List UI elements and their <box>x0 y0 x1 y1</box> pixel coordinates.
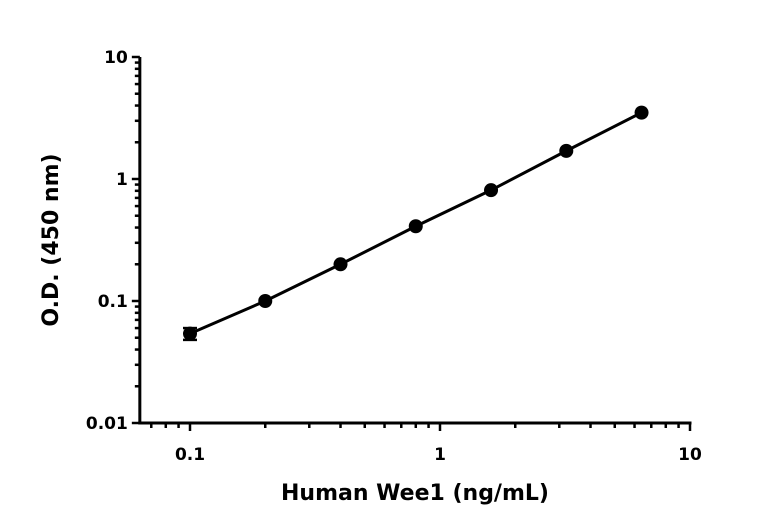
data-point <box>634 105 649 120</box>
x-tick-label: 1 <box>434 445 446 465</box>
x-tick-label: 10 <box>678 445 702 465</box>
data-point <box>333 257 348 272</box>
y-tick-label: 0.01 <box>86 414 128 434</box>
y-tick-label: 0.1 <box>98 292 128 312</box>
axes <box>131 55 692 431</box>
tick-labels: 0.01 0.1 1 10 0.1 1 10 <box>86 48 702 465</box>
data-marks <box>183 105 649 342</box>
data-point <box>484 183 499 198</box>
y-tick-label: 1 <box>116 170 128 190</box>
data-point <box>183 326 197 341</box>
data-point <box>559 143 574 158</box>
y-axis-label: O.D. (450 nm) <box>39 153 64 326</box>
data-point <box>408 219 423 234</box>
y-tick-label: 10 <box>104 48 128 68</box>
x-tick-label: 0.1 <box>175 445 205 465</box>
data-point <box>258 294 273 308</box>
x-axis-label: Human Wee1 (ng/mL) <box>281 481 549 506</box>
